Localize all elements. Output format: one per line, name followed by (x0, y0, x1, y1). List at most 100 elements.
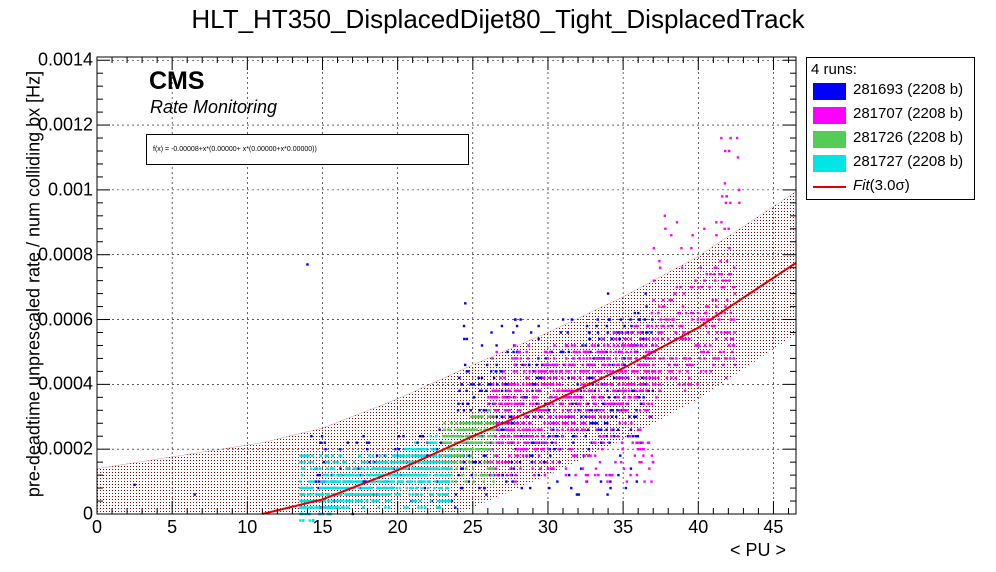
data-point (516, 454, 520, 457)
data-point (491, 389, 494, 393)
data-point (723, 311, 727, 315)
data-point-outlier (193, 493, 196, 496)
data-point (490, 396, 494, 399)
data-point (550, 422, 554, 425)
data-point (729, 201, 732, 205)
data-point (598, 460, 602, 464)
data-point (479, 435, 482, 438)
data-point (531, 454, 534, 457)
fit-band-upper-edge (96, 191, 797, 469)
data-point (384, 454, 388, 457)
data-point (578, 376, 582, 380)
data-point (310, 467, 313, 470)
data-point (531, 396, 534, 399)
data-point (657, 370, 661, 373)
data-point (435, 480, 439, 483)
data-point (542, 383, 545, 386)
data-point (446, 447, 450, 451)
data-point (635, 480, 639, 483)
data-point (377, 467, 380, 470)
data-point (615, 363, 619, 367)
data-point (366, 473, 369, 477)
data-point (537, 428, 541, 431)
data-point (474, 460, 477, 464)
data-point (625, 337, 629, 341)
data-point (302, 506, 305, 509)
data-point (652, 298, 655, 302)
data-point (647, 363, 650, 367)
data-point (341, 486, 344, 490)
data-point (571, 402, 574, 406)
data-point (500, 415, 504, 418)
data-point (616, 331, 620, 334)
data-point (397, 493, 401, 496)
data-point (523, 396, 526, 399)
data-point (555, 383, 559, 386)
data-point (651, 318, 654, 321)
data-point (725, 357, 728, 360)
data-point (583, 428, 586, 431)
data-point (735, 136, 739, 140)
data-point (461, 467, 465, 470)
data-point (514, 363, 517, 367)
data-point (352, 480, 356, 483)
data-point (301, 519, 305, 522)
data-point (330, 486, 333, 490)
data-point (479, 428, 482, 431)
data-point (652, 337, 655, 341)
data-point (724, 201, 728, 205)
data-point (648, 467, 651, 470)
data-point (359, 467, 362, 470)
data-point (682, 357, 686, 360)
data-point (720, 285, 723, 289)
data-point (442, 493, 445, 496)
data-point (426, 460, 429, 464)
data-point (345, 467, 348, 470)
data-point (714, 298, 718, 302)
legend-entry-run-2: 281707 (2208 b) (811, 104, 976, 126)
data-point (553, 376, 556, 380)
data-point (506, 350, 509, 354)
data-point (695, 344, 699, 347)
data-point (591, 363, 594, 367)
data-point (401, 473, 405, 477)
data-point (347, 486, 351, 490)
data-point (528, 383, 531, 386)
data-point (492, 376, 496, 380)
data-point (533, 473, 536, 477)
data-point (515, 402, 518, 406)
data-point (515, 435, 518, 438)
data-point (467, 460, 471, 464)
data-point (382, 467, 385, 470)
data-point (646, 357, 649, 360)
data-point (495, 415, 499, 418)
data-point (431, 493, 435, 496)
data-point (379, 473, 383, 477)
data-point (590, 441, 593, 444)
data-point (617, 389, 620, 393)
data-point (450, 454, 454, 457)
data-point (689, 383, 692, 386)
fit-formula-text: f(x) = -0.00008+x*(0.00000+ x*(0.00000+x… (153, 146, 317, 153)
data-point (418, 447, 421, 451)
data-point (359, 493, 363, 496)
data-point (541, 376, 544, 380)
data-point (446, 454, 450, 457)
data-point (674, 331, 677, 334)
data-point (433, 454, 436, 457)
data-point (629, 357, 632, 360)
data-point (436, 506, 439, 509)
data-point (445, 473, 449, 477)
data-point (586, 415, 590, 418)
data-point (345, 493, 349, 496)
data-point (495, 422, 498, 425)
data-point (625, 350, 628, 354)
legend-entry-run-4: 281727 (2208 b) (811, 152, 976, 174)
y-tick-label: 0.001 (47, 179, 93, 200)
data-point (437, 467, 440, 470)
data-point (404, 467, 407, 470)
data-point (301, 486, 304, 490)
data-point (703, 279, 706, 282)
data-point (302, 493, 305, 496)
